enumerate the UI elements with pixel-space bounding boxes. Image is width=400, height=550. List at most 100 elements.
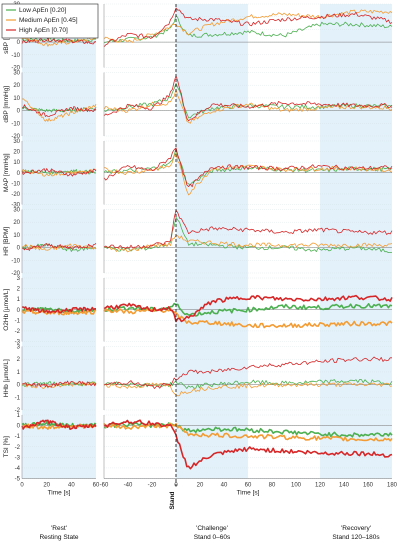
y-tick-label: 30	[13, 208, 20, 214]
stand-x-tick-label: -40	[124, 483, 133, 489]
y-tick-label: 0	[17, 383, 21, 389]
y-axis-label: HR [BPM]	[3, 227, 10, 256]
rest-x-tick-label: 40	[68, 483, 75, 489]
y-tick-label: 20	[13, 150, 20, 156]
legend-label: High ApEn [0.70]	[19, 27, 68, 34]
y-tick-label: -20	[11, 271, 20, 277]
y-tick-label: -20	[11, 134, 20, 140]
y-tick-label: -1	[15, 395, 21, 401]
challenge-title: 'Challenge'	[196, 525, 228, 532]
rest-series-high	[21, 168, 97, 177]
legend-label: Low ApEn [0.20]	[19, 7, 67, 14]
stand-x-tick-label: 100	[291, 483, 302, 489]
rest-x-tick-label: 20	[43, 483, 50, 489]
stand-x-tick-label: 160	[363, 483, 374, 489]
y-tick-label: -10	[11, 181, 20, 187]
y-tick-label: 20	[13, 83, 20, 89]
rest-series-high	[21, 380, 97, 388]
rest-series-high	[21, 243, 97, 251]
stand-x-axis-label: Time [s]	[237, 490, 260, 497]
stand-x-tick-label: 180	[387, 483, 398, 489]
stand-series-med	[103, 9, 393, 43]
rest-x-axis-label: Time [s]	[48, 490, 71, 497]
stand-series-high	[103, 147, 393, 188]
recovery-shade	[320, 4, 392, 479]
background-layer	[22, 4, 392, 479]
stand-x-tick-label: 120	[315, 483, 326, 489]
stand-series-high	[103, 7, 393, 48]
stand-x-tick-label: -60	[100, 483, 109, 489]
stand-x-tick-label: 20	[197, 483, 204, 489]
y-tick-label: 2	[17, 357, 21, 363]
recovery-title: 'Recovery'	[341, 525, 371, 532]
stand-x-tick-label: 80	[269, 483, 276, 489]
y-tick-label: 0	[17, 246, 21, 252]
stand-series-med	[103, 382, 393, 397]
y-tick-label: 10	[13, 96, 20, 102]
y-tick-label: -4	[15, 466, 21, 472]
y-tick-label: 3	[17, 345, 21, 351]
y-tick-label: -10	[11, 258, 20, 264]
stand-series-low	[103, 422, 393, 438]
legend-label: Medium ApEn [0.45]	[19, 17, 78, 24]
annotations: Stand 'Rest' Resting State 'Challenge' Stand…	[39, 4, 380, 541]
stand-series-high	[103, 209, 393, 249]
stand-x-tick-label: -20	[148, 483, 157, 489]
y-tick-label: 20	[13, 220, 20, 226]
stand-x-tick-label: 60	[245, 483, 252, 489]
rest-series-high	[21, 419, 97, 430]
rest-x-tick-label: 60	[93, 483, 100, 489]
rest-series-med	[21, 309, 97, 316]
y-tick-label: -2	[15, 408, 21, 414]
stand-series-med	[103, 89, 393, 124]
y-tick-label: 2	[17, 287, 21, 293]
stand-series-low	[103, 302, 393, 317]
y-tick-label: -3	[15, 455, 21, 461]
y-tick-label: 1	[17, 413, 21, 419]
rest-series-med	[21, 98, 97, 122]
y-tick-label: 0	[17, 171, 21, 177]
legend-box	[1, 3, 99, 39]
stand-series-high	[103, 419, 393, 470]
y-tick-label: -2	[15, 329, 21, 335]
recovery-subtitle: Stand 120–180s	[332, 534, 380, 541]
y-tick-label: 0	[17, 424, 21, 430]
y-axis-label: TSI [%]	[3, 436, 10, 458]
y-axis-label: MAP [mmHg]	[3, 153, 10, 192]
y-tick-label: 10	[13, 160, 20, 166]
y-tick-label: 0	[17, 308, 21, 314]
stand-series-med	[103, 307, 393, 329]
y-tick-label: -20	[11, 66, 20, 72]
y-axis-label: O2Hb [µmol/L]	[3, 289, 10, 331]
rest-title: 'Rest'	[51, 525, 67, 532]
rest-shade	[22, 4, 96, 479]
y-tick-label: 30	[13, 139, 20, 145]
y-tick-label: 0	[17, 109, 21, 115]
challenge-subtitle: Stand 0–60s	[194, 534, 231, 541]
stand-series-high	[103, 294, 393, 323]
stand-series-low	[103, 379, 393, 389]
rest-series-high	[21, 104, 97, 117]
stand-x-tick-label: 140	[339, 483, 350, 489]
y-tick-label: 3	[17, 276, 21, 282]
y-tick-label: -5	[15, 477, 21, 483]
rest-series-med	[21, 381, 97, 389]
y-tick-label: 0	[17, 40, 21, 46]
rest-series-high	[22, 306, 97, 314]
y-tick-label: -30	[11, 203, 20, 209]
y-axis-label: HHb [µmol/L]	[3, 359, 10, 397]
y-tick-label: -3	[15, 340, 21, 346]
y-tick-label: -10	[11, 121, 20, 127]
y-tick-label: 30	[13, 71, 20, 77]
y-tick-label: 1	[17, 370, 21, 376]
y-tick-label: -2	[15, 445, 21, 451]
stand-series-high	[103, 75, 393, 122]
stand-series-low	[103, 217, 393, 253]
y-tick-label: 1	[17, 297, 21, 303]
rest-x-tick-label: 0	[20, 483, 24, 489]
y-tick-label: -10	[11, 53, 20, 59]
stand-series-high	[103, 356, 392, 389]
rest-series-med	[21, 243, 97, 251]
series-layer	[21, 7, 393, 470]
